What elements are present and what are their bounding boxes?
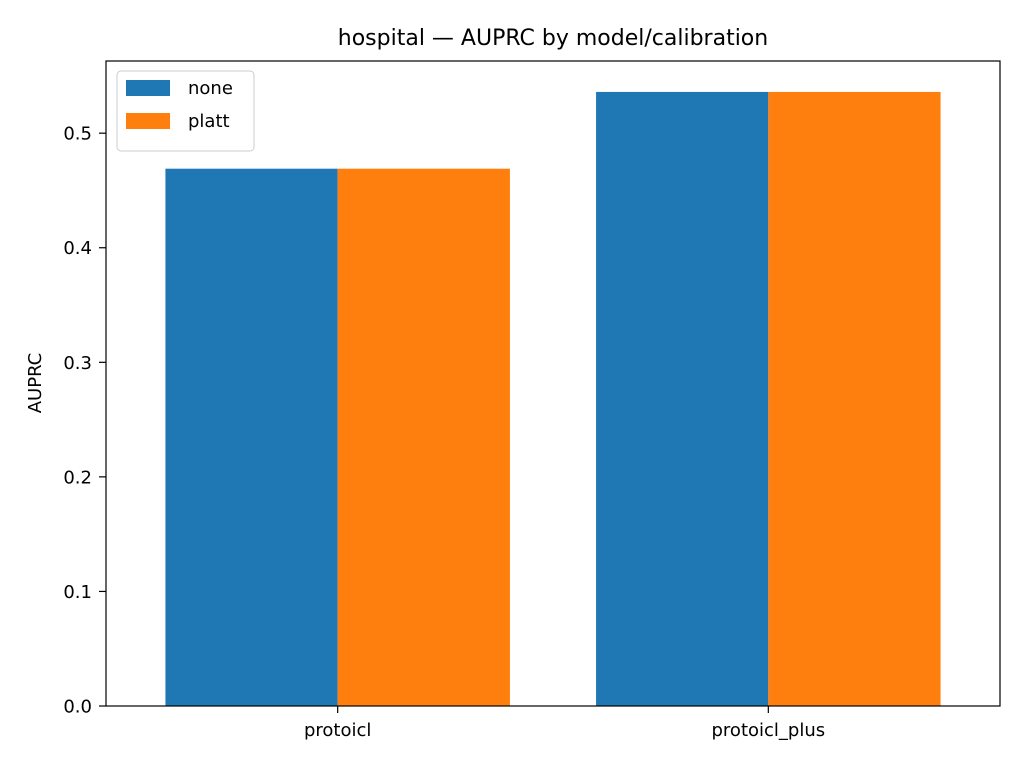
ticks-layer: 0.0 0.1 0.2 0.3 0.4 0.5 protoicl protoicl_plus <box>63 124 825 741</box>
bar-platt-protoicl_plus <box>768 91 941 707</box>
y-tick-label: 0.3 <box>63 353 92 374</box>
chart-title: hospital — AUPRC by model/calibration <box>338 26 768 51</box>
y-tick-label: 0.1 <box>63 582 92 603</box>
bar-none-protoicl <box>165 168 338 706</box>
y-tick-label: 0.5 <box>63 124 92 145</box>
axes-frame <box>105 60 1001 707</box>
legend-swatch-platt <box>126 113 170 129</box>
legend-label-none: none <box>188 78 233 99</box>
x-tick-label: protoicl_plus <box>712 720 826 741</box>
legend-label-platt: platt <box>188 111 230 132</box>
legend: none platt <box>116 70 255 152</box>
y-tick-label: 0.0 <box>63 697 92 718</box>
y-axis-label: AUPRC <box>25 353 46 414</box>
legend-swatch-none <box>126 80 170 96</box>
bar-none-protoicl_plus <box>596 91 769 707</box>
x-tick-label: protoicl <box>304 720 371 741</box>
bars-layer <box>165 91 941 707</box>
y-tick-label: 0.4 <box>63 238 92 259</box>
y-tick-label: 0.2 <box>63 467 92 488</box>
bar-platt-protoicl <box>337 168 510 706</box>
